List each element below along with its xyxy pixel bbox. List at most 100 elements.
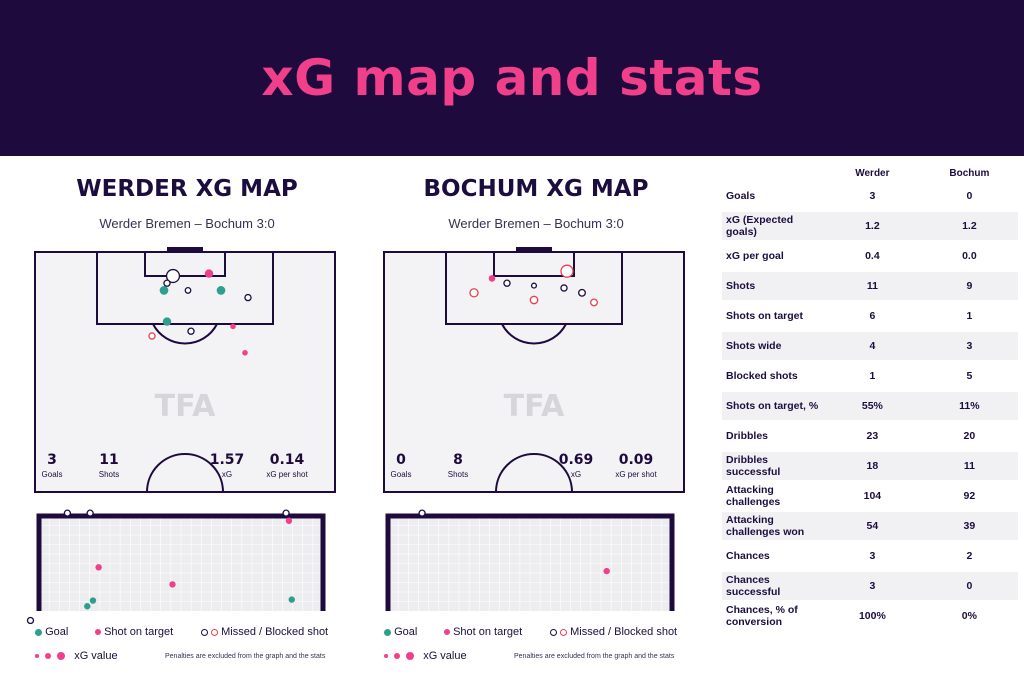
on-target-dot-icon [444,629,450,636]
table-header-row: Werder Bochum [722,164,1018,182]
werder-value: 0.4 [824,241,921,272]
shot-point [530,282,538,289]
legend-xg-label: xG value [74,650,118,662]
stat-value: 3 [47,452,57,468]
goal-shot-point [63,509,72,517]
shot-point [148,332,156,340]
goal-shot-point [95,564,102,571]
werder-shot-map: TFA 3 Goals 11 Shots 1.57 xG 0.14 xG per shot [26,247,336,625]
bochum-value: 20 [920,421,1018,452]
werder-value: 104 [824,481,921,512]
bochum-value: 0 [920,182,1018,212]
shot-point [159,286,169,295]
shot-point [560,284,568,292]
stat-label: xG per shot [615,470,657,479]
stat-label: Dribbles successful [722,451,825,482]
stat-label: Goals [722,182,825,212]
bochum-value: 3 [920,331,1018,362]
goal-shot-point [89,597,97,604]
werder-value: 54 [824,511,921,542]
goal-frame [36,513,326,611]
center-circle [146,453,224,493]
shot-point [590,298,598,307]
shot-point [578,288,586,297]
penalty-note: Penalties are excluded from the graph an… [165,653,326,660]
table-row: Chances, % of conversion 100% 0% [722,601,1018,632]
shot-point [503,279,511,287]
xg-large-dot-icon [406,652,415,661]
panel-title: WERDER XG MAP [76,176,298,202]
shot-point [187,327,195,335]
on-target-dot-icon [95,629,101,636]
table-row: xG (Expected goals) 1.2 1.2 [722,211,1018,242]
legend-missed: Missed / Blocked shot [550,626,677,638]
stat-label: Chances, % of conversion [722,601,825,632]
shot-point [230,323,236,330]
werder-value: 6 [824,301,921,332]
bochum-value: 0.0 [920,241,1018,272]
werder-value: 3 [824,541,921,572]
legend-on-target: Shot on target [95,626,173,638]
table-header-bochum: Bochum [949,167,990,179]
werder-value: 4 [824,331,921,362]
werder-value: 55% [824,391,921,422]
xg-large-dot-icon [57,652,66,661]
legend-xg-label: xG value [423,650,467,662]
bochum-value: 92 [920,481,1018,512]
xg-small-dot-icon [384,654,388,659]
bochum-value: 0% [920,601,1018,632]
stat-value: 0.69 [559,452,594,468]
stat-value: 0 [396,452,406,468]
penalty-arc [152,323,218,345]
stat-label: Shots wide [722,331,825,362]
shot-point [162,317,172,326]
bochum-shot-map: TFA 0 Goals 8 Shots 0.69 xG 0.09 xG per shot [383,247,685,611]
stat-label: Shots on target, % [722,391,825,422]
werder-value: 1 [824,361,921,392]
table-row: Shots on target, % 55% 11% [722,391,1018,422]
xg-medium-dot-icon [394,653,401,660]
penalty-arc [501,323,567,345]
shot-point [488,275,496,282]
shot-point [204,269,214,278]
panel-title: BOCHUM XG MAP [423,176,649,202]
goal-shot-point [418,509,426,517]
stat-label: Goals [391,470,412,479]
goal-shot-point [282,509,290,517]
legend-goal-label: Goal [394,626,418,638]
legend-on-target-label: Shot on target [104,626,174,638]
panel-subtitle: Werder Bremen – Bochum 3:0 [448,216,624,231]
goal-dot-icon [384,628,391,636]
stat-value: 11 [99,452,118,468]
stat-label: Shots [99,470,119,479]
table-row: Chances successful 3 0 [722,571,1018,602]
legend-xg-value: xG value [35,650,118,662]
werder-value: 100% [824,601,921,632]
werder-value: 18 [824,451,921,482]
shot-point [184,286,192,294]
werder-value: 11 [824,271,921,302]
stat-label: Shots [448,470,468,479]
stat-label: xG [571,470,581,479]
missed-circle-icon [550,628,557,636]
table-row: Goals 3 0 [722,182,1018,212]
table-header-werder: Werder [855,167,890,179]
legend-goal: Goal [35,626,68,638]
bochum-value: 9 [920,271,1018,302]
table-row: Dribbles 23 20 [722,421,1018,452]
tfa-watermark-logo: TFA [504,389,566,424]
werder-value: 1.2 [824,211,921,242]
bochum-value: 1 [920,301,1018,332]
werder-value: 3 [824,182,921,212]
goal-shot-point [26,616,35,625]
bochum-value: 39 [920,511,1018,542]
shot-point [560,264,574,278]
goal-shot-point [288,596,295,603]
center-circle [495,453,573,493]
legend-goal: Goal [384,626,417,638]
stat-value: 0.14 [270,452,305,468]
bochum-value: 11 [920,451,1018,482]
stat-label: Blocked shots [722,361,825,392]
shot-point [242,350,248,356]
goal-shot-point [603,567,610,575]
